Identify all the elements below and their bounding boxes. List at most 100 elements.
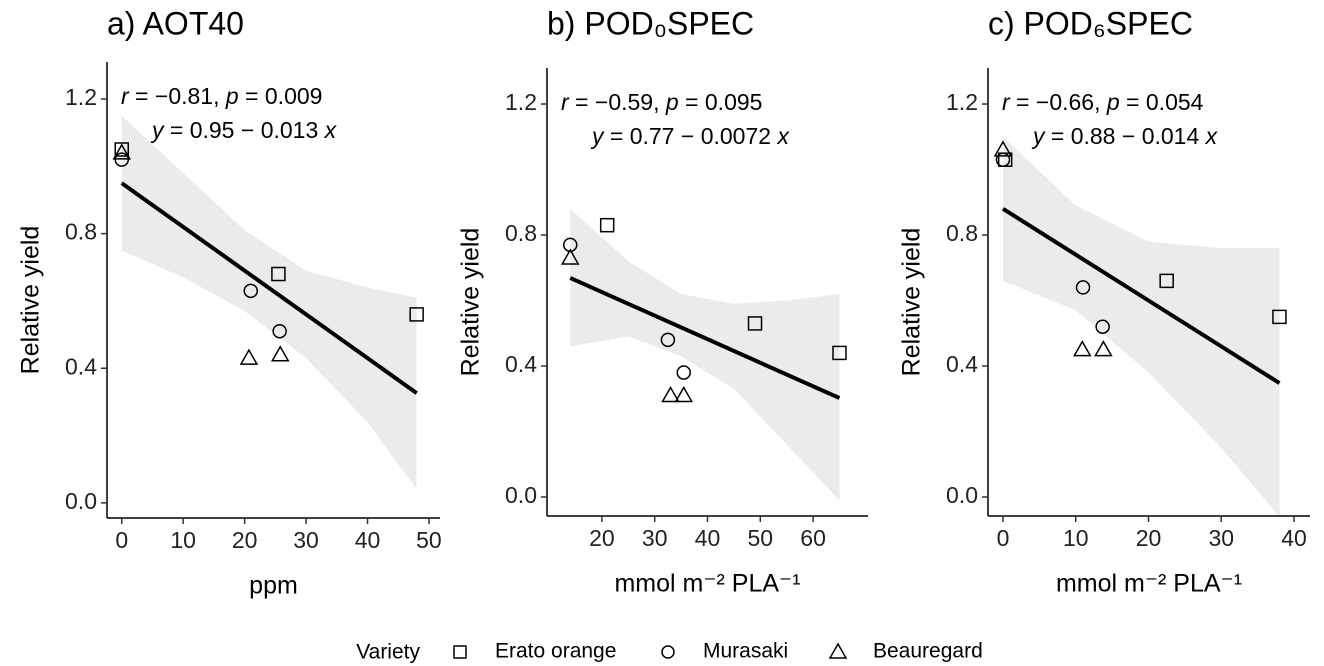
legend-label: Erato orange — [495, 640, 616, 663]
x-tick-label: 40 — [695, 525, 721, 551]
confidence-band — [570, 208, 840, 501]
point-square — [599, 217, 615, 233]
confidence-band — [1002, 136, 1280, 517]
point-triangle — [560, 248, 580, 265]
annotation-part: = 0.095 — [679, 89, 763, 115]
fit-line — [120, 181, 418, 395]
annotation-part: y — [1031, 123, 1046, 149]
x-axis-title: ppm — [249, 572, 298, 600]
panel-title: c) POD₆SPEC — [988, 5, 1193, 41]
x-axis-title: mmol m⁻² PLA⁻¹ — [614, 570, 800, 598]
x-axis-title: mmol m⁻² PLA⁻¹ — [1056, 570, 1242, 598]
annotation-part: r — [561, 89, 570, 115]
point-square — [409, 307, 424, 322]
legend-label: Beauregard — [873, 640, 983, 663]
annotation-part: r — [121, 83, 130, 109]
annotation-part: p — [225, 83, 239, 109]
confidence-band — [121, 115, 417, 490]
x-tick-label: 50 — [416, 527, 442, 553]
x-tick-label: 10 — [1063, 525, 1089, 551]
annotation-part: = −0.59, — [569, 89, 666, 115]
stat-annotation: r = −0.66, p = 0.054 — [1002, 89, 1204, 115]
point-triangle — [270, 345, 290, 362]
legend-key — [453, 645, 467, 659]
y-tick-label: 0.4 — [946, 351, 978, 377]
x-tick-label: 60 — [800, 525, 826, 551]
point-square — [1272, 309, 1287, 325]
point-square — [271, 266, 286, 282]
legend-key — [828, 642, 848, 659]
point-triangle — [112, 143, 132, 160]
x-tick-label: 0 — [997, 525, 1010, 551]
x-tick-label: 40 — [1281, 525, 1307, 551]
y-tick-label: 0.8 — [65, 219, 97, 245]
x-tick-label: 20 — [589, 525, 615, 551]
stat-annotation: y = 0.77 − 0.0072 x — [590, 123, 790, 149]
point-circle — [1095, 319, 1110, 334]
point-circle — [272, 323, 287, 339]
y-axis-title: Relative yield — [17, 226, 45, 375]
point-circle — [660, 332, 676, 348]
x-tick-label: 10 — [170, 527, 196, 553]
legend-key — [661, 645, 675, 659]
annotation-part: = 0.054 — [1120, 89, 1204, 115]
panel-title: b) POD₀SPEC — [547, 5, 754, 41]
fit-line — [569, 276, 841, 400]
stat-annotation: r = −0.59, p = 0.095 — [561, 89, 762, 115]
point-square — [1159, 273, 1174, 289]
point-triangle — [674, 385, 694, 403]
point-triangle — [239, 348, 259, 365]
y-tick-label: 0.8 — [946, 220, 978, 246]
x-tick-label: 30 — [1208, 525, 1234, 551]
annotation-part: r — [1002, 89, 1011, 115]
y-axis-title: Relative yield — [457, 228, 485, 377]
x-tick-label: 20 — [232, 527, 258, 553]
point-square — [114, 142, 129, 157]
annotation-part: = 0.88 − 0.014 — [1045, 123, 1206, 149]
point-circle — [243, 283, 259, 299]
point-triangle — [1094, 340, 1113, 357]
y-tick-label: 0.4 — [65, 353, 97, 379]
y-tick-label: 1.2 — [65, 84, 97, 110]
point-triangle — [661, 385, 680, 403]
point-circle — [1075, 280, 1091, 295]
stat-annotation: r = −0.81, p = 0.009 — [121, 83, 322, 109]
annotation-part: x — [324, 117, 338, 143]
annotation-part: y — [150, 117, 165, 143]
x-tick-label: 50 — [747, 525, 773, 551]
y-tick-label: 0.0 — [505, 482, 537, 508]
x-tick-label: 40 — [355, 527, 381, 553]
legend-label: Murasaki — [703, 640, 788, 663]
x-tick-label: 30 — [642, 525, 668, 551]
annotation-part: x — [776, 123, 790, 149]
stat-annotation: y = 0.88 − 0.014 x — [1031, 123, 1219, 149]
y-tick-label: 1.2 — [505, 89, 537, 115]
x-tick-label: 20 — [1136, 525, 1162, 551]
point-triangle — [1072, 340, 1092, 357]
point-circle — [995, 152, 1011, 167]
x-tick-label: 0 — [115, 527, 128, 553]
y-tick-label: 0.0 — [65, 488, 97, 514]
legend-title: Variety — [356, 641, 420, 664]
annotation-part: p — [665, 89, 679, 115]
point-square — [832, 345, 847, 361]
annotation-part: x — [1205, 123, 1219, 149]
annotation-part: = −0.66, — [1010, 89, 1107, 115]
y-tick-label: 0.4 — [505, 351, 537, 377]
point-triangle — [993, 140, 1013, 157]
point-square — [747, 316, 763, 331]
annotation-part: = 0.95 − 0.013 — [164, 117, 325, 143]
y-tick-label: 0.8 — [505, 220, 537, 246]
y-tick-label: 1.2 — [946, 89, 978, 115]
stat-annotation: y = 0.95 − 0.013 x — [150, 117, 338, 143]
annotation-part: = 0.009 — [239, 83, 323, 109]
annotation-part: = −0.81, — [129, 83, 226, 109]
annotation-part: p — [1106, 89, 1120, 115]
y-tick-label: 0.0 — [946, 482, 978, 508]
panel-title: a) AOT40 — [107, 5, 244, 41]
fit-line — [1001, 207, 1281, 385]
annotation-part: y — [590, 123, 605, 149]
point-circle — [676, 365, 691, 380]
y-axis-title: Relative yield — [898, 228, 926, 377]
